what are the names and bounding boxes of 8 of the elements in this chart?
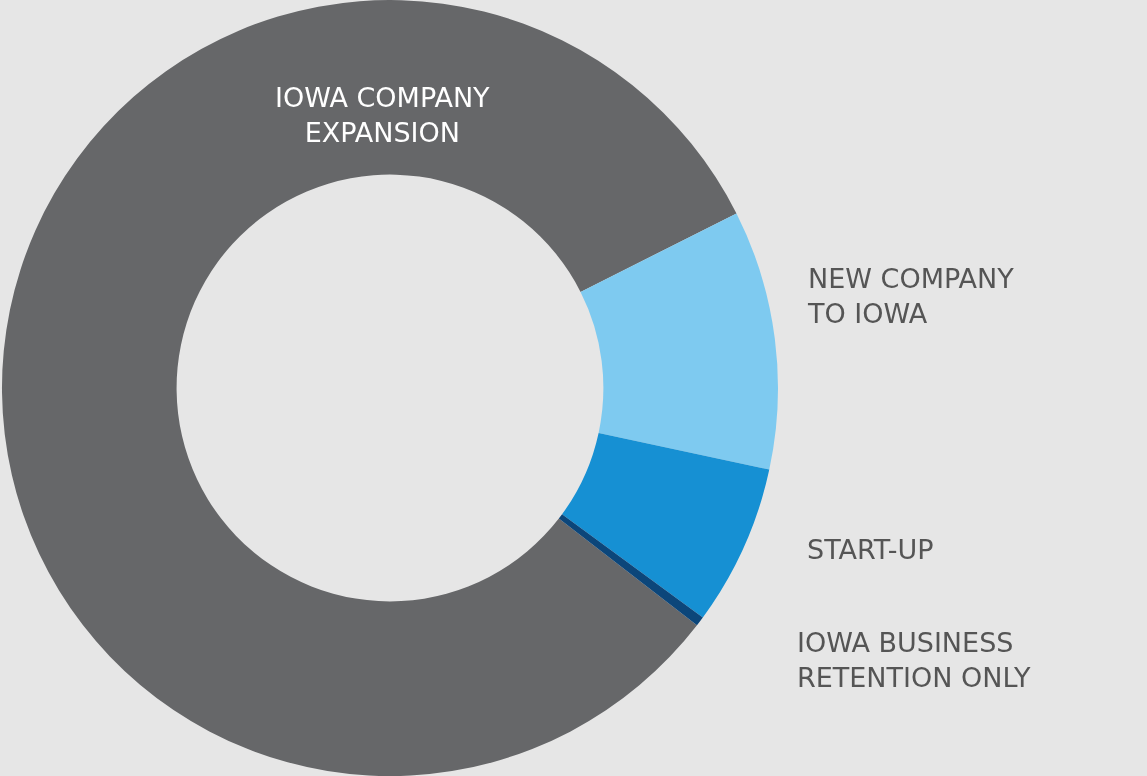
slice-label: IOWA COMPANY EXPANSION [275,82,491,149]
donut-slice [580,213,778,470]
donut-slice [558,514,703,626]
slice-label: START-UP [807,534,934,565]
slice-label: IOWA BUSINESS RETENTION ONLY [797,627,1031,694]
slice-label: NEW COMPANY TO IOWA [807,263,1015,330]
donut-slice [2,0,737,776]
donut-slice [562,432,770,618]
